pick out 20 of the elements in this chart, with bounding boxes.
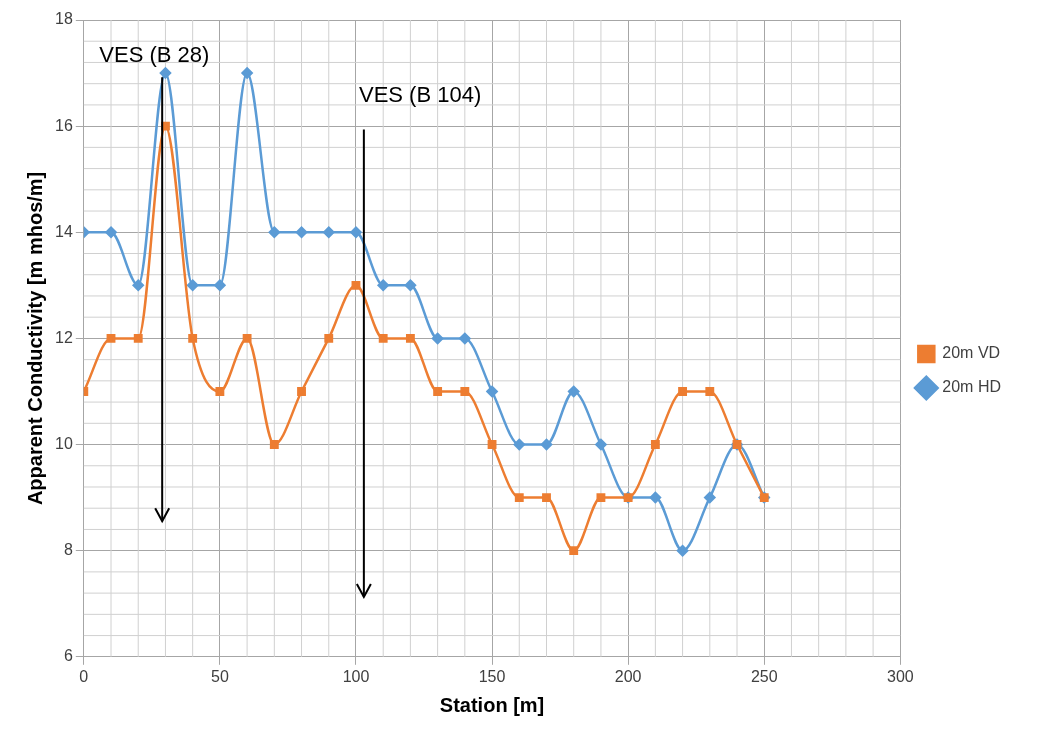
y-tick-label: 6	[63, 647, 73, 665]
y-tick-label: 14	[55, 222, 73, 240]
x-tick-label: 200	[614, 667, 642, 685]
y-tick-label: 10	[55, 434, 73, 452]
x-tick-label: 50	[210, 667, 229, 685]
x-tick-label: 100	[342, 667, 370, 685]
x-tick-label: 250	[750, 667, 778, 685]
x-axis-title: Station [m]	[439, 693, 545, 716]
x-tick-label: 300	[886, 667, 914, 685]
annotation: VES (B 104)	[358, 81, 482, 107]
y-tick-label: 18	[55, 10, 73, 28]
y-tick-label: 12	[55, 328, 73, 346]
x-tick-label: 0	[79, 667, 89, 685]
legend-label: 20m HD	[942, 378, 1002, 396]
legend-label: 20m VD	[942, 344, 1001, 362]
y-axis-title: Apparent Conductivity [m mhos/m]	[23, 171, 46, 506]
y-tick-label: 8	[63, 541, 73, 559]
y-tick-label: 16	[55, 116, 73, 134]
annotation: VES (B 28)	[99, 42, 210, 68]
x-tick-label: 150	[478, 667, 506, 685]
